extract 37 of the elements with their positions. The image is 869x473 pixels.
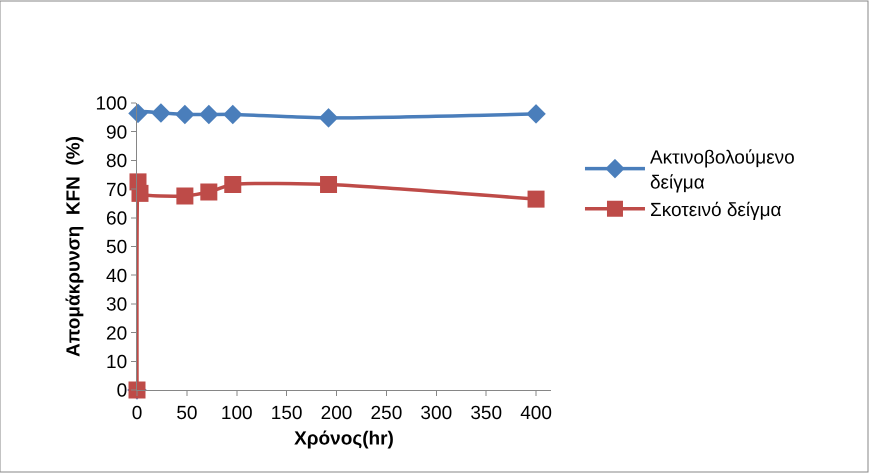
x-tick-label: 0 (132, 402, 142, 424)
y-axis-title: Απομάκρυνση KFN (%) (63, 136, 84, 357)
point (151, 103, 171, 123)
point (199, 104, 219, 124)
y-tick-label: 0 (116, 380, 128, 402)
x-tick-label: 350 (470, 402, 502, 424)
x-tick-label: 50 (176, 402, 198, 424)
x-tick-label: 100 (220, 402, 253, 424)
legend-label: Ακτινοβολούμενο δείγμα (650, 148, 795, 194)
point (131, 184, 148, 202)
point (223, 104, 243, 124)
x-tick-label: 250 (370, 402, 402, 424)
point (320, 176, 338, 194)
y-tick-label: 30 (106, 294, 128, 316)
x-tick-label: 150 (270, 402, 302, 424)
point (318, 108, 338, 128)
point (175, 104, 195, 124)
y-tick-label: 40 (106, 266, 128, 287)
x-tick-label: 200 (320, 402, 352, 424)
y-tick-label: 20 (106, 323, 128, 344)
x-tick-label: 300 (420, 402, 452, 424)
y-tick-label: 100 (95, 94, 128, 115)
y-tick-label: 70 (106, 180, 128, 201)
y-tick-label: 90 (106, 122, 128, 144)
x-tick-label: 400 (520, 402, 552, 424)
y-tick-label: 50 (106, 237, 128, 258)
y-tick-label: 10 (106, 352, 128, 373)
x-axis-title: Χρόνος(hr) (294, 428, 394, 450)
point (528, 190, 545, 208)
point (176, 187, 194, 204)
y-tick-label: 80 (106, 151, 128, 172)
legend-label: Σκοτεινό δείγμα (650, 200, 782, 222)
point (128, 104, 148, 124)
point (526, 104, 546, 124)
point (200, 183, 218, 200)
y-tick-label: 60 (106, 208, 128, 230)
point (224, 176, 242, 194)
